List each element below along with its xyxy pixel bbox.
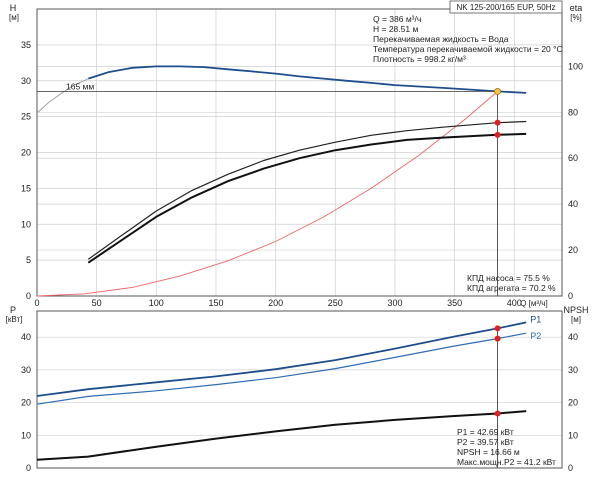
left-axis-unit: [кВт] bbox=[6, 315, 23, 324]
left-tick-label: 35 bbox=[21, 40, 31, 50]
left-tick-label: 30 bbox=[21, 365, 31, 375]
impeller-diameter-label: 165 мм bbox=[66, 81, 94, 91]
info-line: Макс.мощн.P2 = 41.2 кВт bbox=[457, 457, 556, 467]
duty-point-marker bbox=[494, 325, 501, 332]
duty-point-marker bbox=[494, 131, 501, 138]
right-axis-unit: [м] bbox=[571, 315, 581, 324]
info-line: Q = 386 м³/ч bbox=[373, 14, 421, 24]
info-line: NPSH = 16.66 м bbox=[457, 447, 520, 457]
left-tick-label: 25 bbox=[21, 112, 31, 122]
duty-point-marker bbox=[494, 335, 501, 342]
right-tick-label: 10 bbox=[568, 430, 578, 440]
series-p1 bbox=[36, 321, 527, 397]
left-tick-label: 5 bbox=[26, 255, 31, 265]
x-tick-label: 150 bbox=[208, 298, 223, 308]
duty-point-marker bbox=[494, 88, 501, 95]
power-npsh-chart: P[кВт] 0 10 20 30 40 NPSH[м] 0 10 20 30 40 P1 P2 P1 = … bbox=[6, 305, 589, 473]
x-tick-label: 0 bbox=[34, 298, 39, 308]
right-tick-label: 40 bbox=[568, 332, 578, 342]
right-tick-label: 20 bbox=[568, 245, 578, 255]
left-tick-label: 20 bbox=[21, 148, 31, 158]
left-tick-label: 0 bbox=[26, 291, 31, 301]
series-p2 bbox=[36, 332, 527, 405]
right-tick-label: 60 bbox=[568, 153, 578, 163]
left-tick-label: 15 bbox=[21, 183, 31, 193]
info-line: P1 = 42.69 кВт bbox=[457, 427, 514, 437]
efficiency-line: КПД агрегата = 70.2 % bbox=[467, 283, 556, 293]
right-tick-label: 0 bbox=[568, 291, 573, 301]
series-pump-efficiency bbox=[87, 120, 527, 260]
duty-point-marker bbox=[494, 119, 501, 126]
left-tick-label: 10 bbox=[21, 219, 31, 229]
title-box bbox=[449, 0, 563, 14]
right-tick-label: 0 bbox=[568, 463, 573, 473]
x-tick-label: 350 bbox=[447, 298, 462, 308]
left-tick-label: 20 bbox=[21, 398, 31, 408]
right-axis-label: NPSH bbox=[563, 305, 588, 315]
series-npsh bbox=[36, 410, 527, 461]
right-axis-unit: [%] bbox=[570, 13, 582, 22]
plot-frame bbox=[36, 8, 563, 297]
info-line: H = 28.51 м bbox=[373, 24, 418, 34]
info-line: Плотность = 998.2 кг/м³ bbox=[373, 54, 466, 64]
chart-title: NK 125-200/165 EUP, 50Hz bbox=[456, 3, 555, 12]
left-tick-label: 30 bbox=[21, 76, 31, 86]
x-tick-label: 400 bbox=[507, 298, 522, 308]
left-tick-label: 10 bbox=[21, 430, 31, 440]
x-tick-label: 50 bbox=[92, 298, 102, 308]
left-tick-label: 0 bbox=[26, 463, 31, 473]
right-axis-label: eta bbox=[570, 3, 583, 13]
left-tick-label: 40 bbox=[21, 332, 31, 342]
x-tick-label: 100 bbox=[149, 298, 164, 308]
right-tick-label: 100 bbox=[568, 61, 583, 71]
series-head bbox=[88, 65, 527, 94]
x-axis-label: Q [м³/ч] bbox=[520, 299, 547, 308]
x-tick-label: 250 bbox=[328, 298, 343, 308]
right-tick-label: 40 bbox=[568, 199, 578, 209]
left-axis-label: H bbox=[10, 3, 17, 13]
duty-point-marker bbox=[494, 410, 501, 417]
series-label-p2: P2 bbox=[530, 331, 541, 341]
info-line: Температура перекачиваемой жидкости = 20… bbox=[373, 44, 563, 54]
efficiency-line: КПД насоса = 75.5 % bbox=[467, 273, 550, 283]
info-line: Перекачиваемая жидкость = Вода bbox=[373, 34, 509, 44]
info-line: P2 = 39.57 кВт bbox=[457, 437, 514, 447]
plot-frame bbox=[36, 310, 563, 469]
series-unit-efficiency bbox=[87, 132, 527, 264]
pump-performance-chart: H[м] 0 5 10 15 20 25 30 35 eta[%] 0 20 40 60 80 100 0 50 1… bbox=[9, 0, 583, 308]
right-tick-label: 20 bbox=[568, 398, 578, 408]
x-tick-label: 200 bbox=[268, 298, 283, 308]
left-axis-unit: [м] bbox=[9, 13, 19, 22]
left-axis-label: P bbox=[10, 305, 16, 315]
right-tick-label: 30 bbox=[568, 365, 578, 375]
series-head-extension bbox=[36, 78, 89, 114]
series-label-p1: P1 bbox=[530, 314, 541, 324]
x-tick-label: 300 bbox=[387, 298, 402, 308]
series-system-curve bbox=[36, 91, 498, 297]
right-tick-label: 80 bbox=[568, 107, 578, 117]
